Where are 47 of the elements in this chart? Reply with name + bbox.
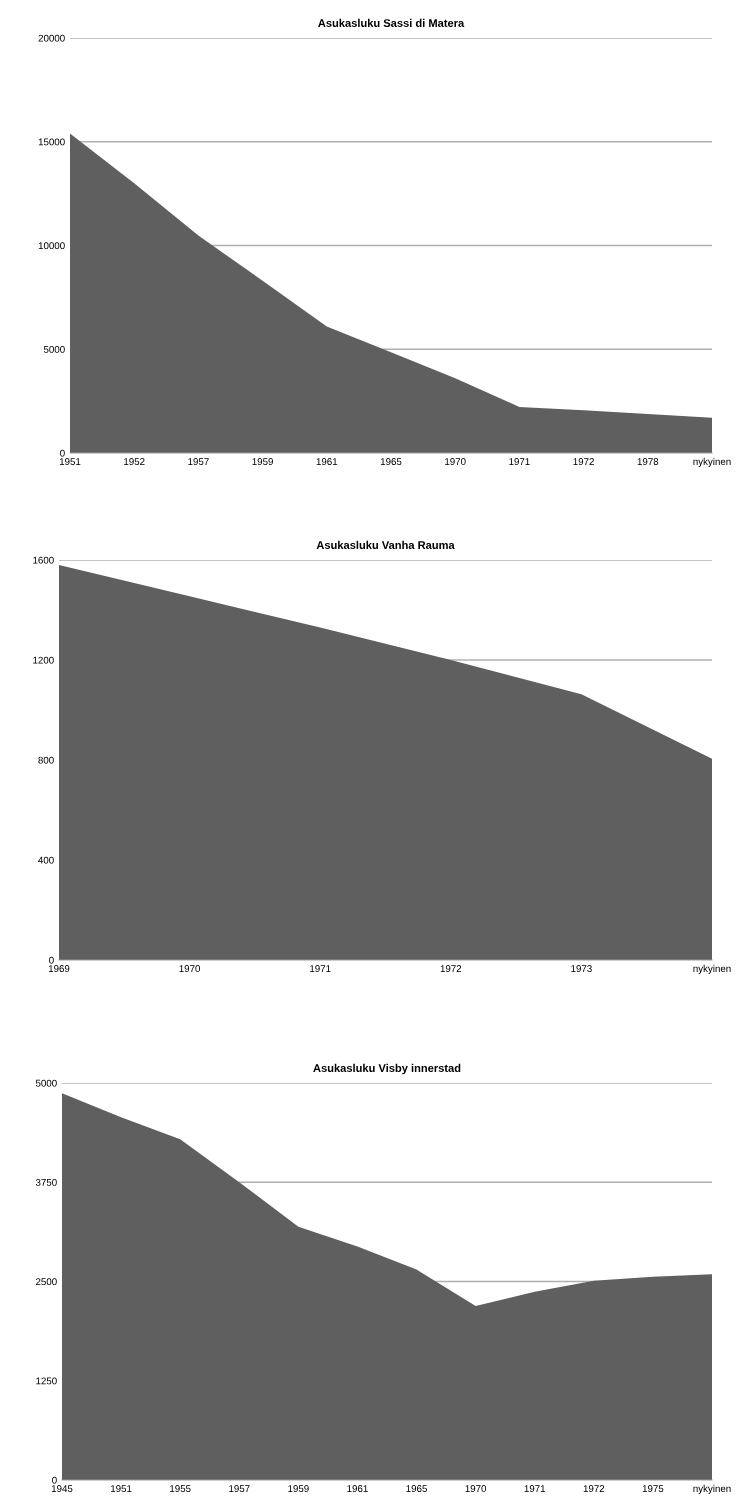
x-tick-label: 1951	[111, 1485, 132, 1492]
x-tick-label: 1978	[637, 458, 659, 465]
x-tick-label: 1955	[170, 1485, 191, 1492]
y-tick-label: 400	[38, 856, 54, 864]
x-tick-label: 1971	[310, 965, 331, 972]
x-tick-label: 1965	[406, 1485, 427, 1492]
y-tick-label: 20000	[38, 34, 65, 42]
x-tick-label: 1957	[229, 1485, 250, 1492]
y-tick-label: 800	[38, 756, 54, 764]
y-tick-label: 3750	[35, 1178, 57, 1186]
x-tick-label: 1972	[583, 1485, 605, 1492]
y-tick-label: 0	[60, 449, 65, 457]
x-tick-label: 1952	[124, 458, 145, 465]
x-tick-label: 1973	[571, 965, 592, 972]
x-tick-label: 1945	[51, 1485, 73, 1492]
chart-title: Asukasluku Sassi di Matera	[318, 18, 465, 27]
y-tick-label: 10000	[38, 242, 65, 250]
x-tick-label: 1972	[440, 965, 462, 972]
y-tick-label: 1200	[33, 656, 54, 664]
y-tick-label: 15000	[38, 138, 65, 146]
x-tick-label: 1975	[642, 1485, 664, 1492]
x-tick-label: 1951	[59, 458, 81, 465]
chart-title: Asukasluku Vanha Rauma	[316, 540, 455, 549]
y-tick-label: 1600	[33, 556, 54, 564]
x-tick-label: nykyinen	[693, 964, 731, 974]
x-tick-label: 1959	[252, 458, 273, 465]
x-tick-label: 1970	[445, 458, 466, 465]
y-tick-label: 0	[52, 1476, 57, 1484]
y-tick-label: 0	[49, 956, 54, 964]
x-tick-label: 1961	[316, 458, 338, 465]
x-tick-label: 1969	[48, 965, 70, 972]
x-tick-label: 1972	[573, 458, 594, 465]
x-tick-label: 1965	[380, 458, 402, 465]
x-tick-label: 1961	[347, 1485, 368, 1492]
y-tick-label: 5000	[43, 345, 65, 353]
x-tick-label: 1970	[179, 965, 201, 972]
x-tick-label: nykyinen	[693, 1484, 731, 1494]
x-tick-label: 1959	[288, 1485, 309, 1492]
chart-title: Asukasluku Visby innerstad	[313, 1063, 461, 1075]
y-tick-label: 5000	[35, 1079, 57, 1087]
x-tick-label: nykyinen	[693, 457, 731, 467]
x-tick-label: 1970	[465, 1485, 487, 1492]
x-tick-label: 1957	[188, 458, 209, 465]
x-tick-label: 1971	[509, 458, 530, 465]
x-tick-label: 1971	[524, 1485, 546, 1492]
y-tick-label: 2500	[36, 1278, 57, 1286]
y-tick-label: 1250	[36, 1377, 57, 1385]
